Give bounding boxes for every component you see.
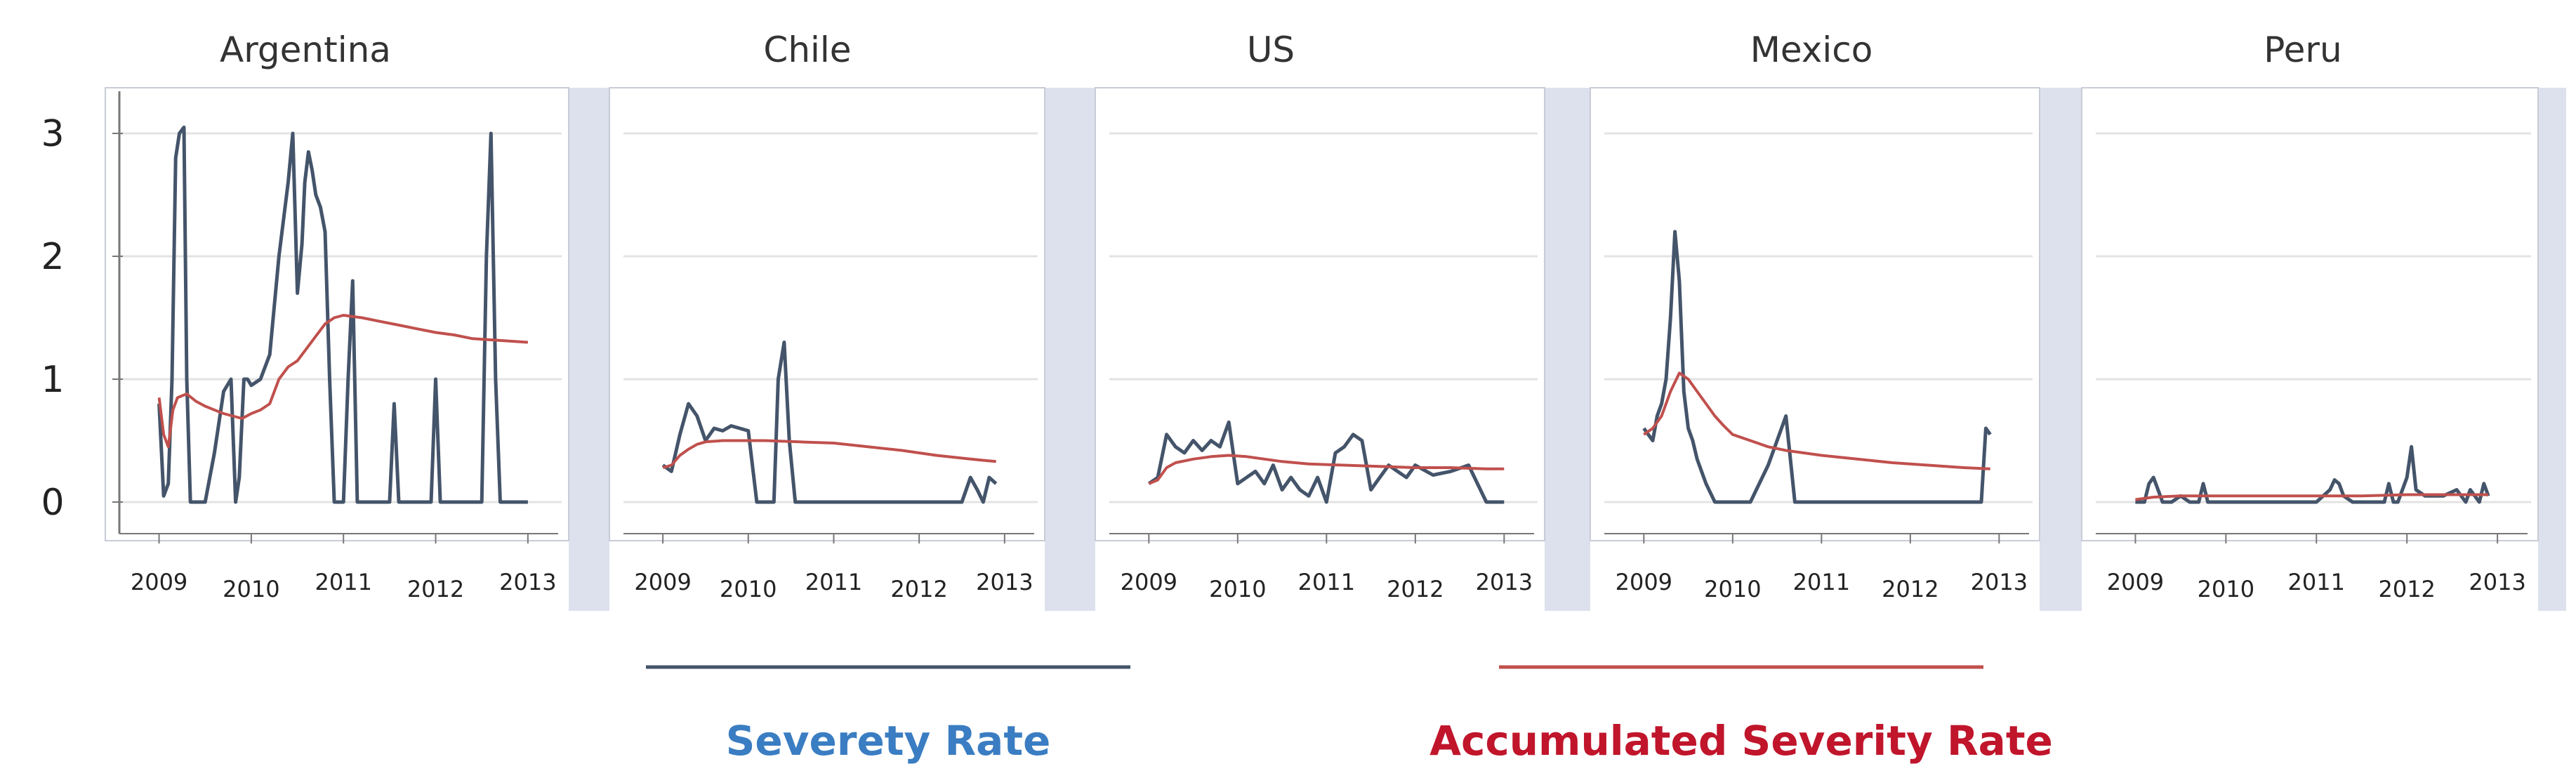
legend-item-0: Severety Rate — [646, 665, 1130, 765]
x-tick-label: 2009 — [634, 569, 691, 595]
panel-title: Chile — [763, 29, 851, 70]
y-tick-label: 0 — [41, 482, 64, 524]
x-tick-label: 2009 — [2107, 569, 2164, 595]
x-tick-label: 2012 — [407, 576, 464, 602]
x-tick-label: 2011 — [2288, 569, 2345, 595]
panel-argentina: 2009 2010 2011 2012 2013 0 1 2 3 Argentina — [41, 29, 569, 602]
y-tick-label: 3 — [41, 113, 64, 155]
legend-label: Accumulated Severity Rate — [1429, 717, 2053, 765]
x-tick-label: 2009 — [1616, 569, 1672, 595]
x-tick-label: 2013 — [499, 569, 556, 595]
panel-separator-2 — [1545, 88, 1590, 611]
x-tick-label: 2010 — [1704, 576, 1761, 602]
x-tick-label: 2009 — [1121, 569, 1177, 595]
accumulated-severity-rate-line — [1148, 454, 1505, 485]
severity-rate-line — [1642, 230, 1992, 504]
x-tick-label: 2011 — [315, 569, 371, 595]
legend-label: Severety Rate — [726, 717, 1051, 765]
x-tick-label: 2011 — [805, 569, 862, 595]
panel-peru: 2009 2010 2011 2012 2013 Peru — [2081, 29, 2539, 602]
accumulated-severity-rate-line — [662, 439, 996, 469]
panel-frame — [609, 87, 1045, 541]
panel-title: Peru — [2264, 29, 2341, 70]
accumulated-severity-rate-line — [2135, 493, 2489, 501]
y-tick-label: 2 — [41, 236, 64, 278]
severity-rate-line — [157, 125, 528, 504]
x-tick-label: 2013 — [1971, 569, 2028, 595]
x-tick-label: 2010 — [1209, 576, 1266, 602]
panel-separator-3 — [2040, 88, 2082, 611]
panel-title: Mexico — [1750, 29, 1873, 70]
x-tick-label: 2012 — [2378, 576, 2435, 602]
x-tick-label: 2010 — [223, 576, 279, 602]
x-tick-label: 2010 — [720, 576, 777, 602]
x-tick-label: 2012 — [1882, 576, 1938, 602]
x-tick-label: 2011 — [1793, 569, 1850, 595]
x-tick-label: 2012 — [1387, 576, 1444, 602]
panel-frame — [2081, 87, 2539, 541]
severity-rate-line — [1147, 420, 1505, 504]
panel-separator-1 — [1045, 88, 1095, 611]
x-tick-label: 2013 — [976, 569, 1033, 595]
y-tick-label: 1 — [41, 359, 64, 401]
x-tick-label: 2013 — [2469, 569, 2525, 595]
accumulated-severity-rate-line — [157, 314, 529, 449]
legend-item-1: Accumulated Severity Rate — [1429, 665, 2053, 765]
x-tick-label: 2013 — [1476, 569, 1533, 595]
panel-separator-0 — [569, 88, 609, 611]
severity-rate-line — [2135, 444, 2490, 504]
panel-us: 2009 2010 2011 2012 2013 US — [1095, 29, 1545, 602]
severity-rate-line — [661, 341, 998, 504]
x-tick-label: 2012 — [890, 576, 947, 602]
panel-frame — [1590, 87, 2040, 541]
panel-title: Argentina — [220, 29, 391, 70]
accumulated-severity-rate-line — [1643, 371, 1990, 470]
panel-mexico: 2009 2010 2011 2012 2013 Mexico — [1590, 29, 2040, 602]
panel-separator-4 — [2538, 88, 2566, 611]
panel-title: US — [1247, 29, 1295, 70]
x-tick-label: 2011 — [1298, 569, 1355, 595]
x-tick-label: 2010 — [2198, 576, 2254, 602]
x-tick-label: 2009 — [131, 569, 187, 595]
panel-chile: 2009 2010 2011 2012 2013 Chile — [609, 29, 1045, 602]
